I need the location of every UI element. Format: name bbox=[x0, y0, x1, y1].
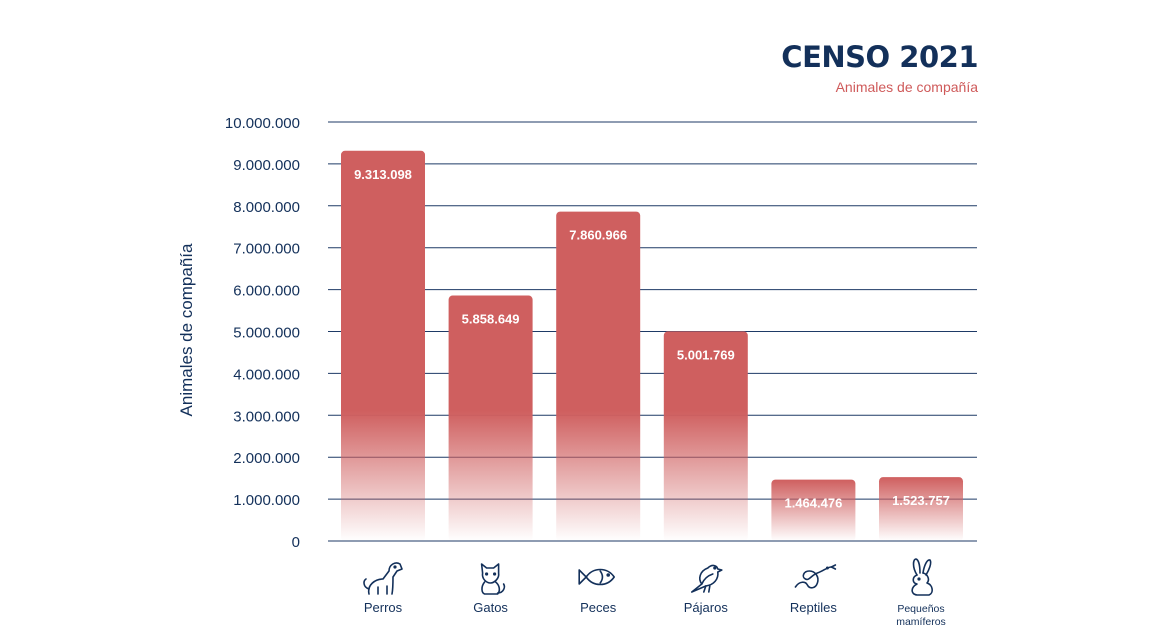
rabbit-icon bbox=[911, 558, 933, 596]
bar-value-label: 5.001.769 bbox=[677, 347, 735, 362]
bar-perros bbox=[341, 150, 425, 541]
bar-pájaros bbox=[663, 331, 748, 541]
x-category-label: Peces bbox=[580, 600, 617, 615]
cat-icon bbox=[480, 563, 506, 595]
chart-subtitle: Animales de compañía bbox=[835, 79, 978, 95]
x-category-label: Reptiles bbox=[790, 600, 837, 615]
y-tick-label: 0 bbox=[292, 534, 300, 551]
fish-icon bbox=[578, 568, 616, 586]
chart-title: CENSO 2021 bbox=[781, 40, 978, 74]
bird-icon bbox=[690, 564, 723, 593]
y-tick-label: 2.000.000 bbox=[233, 450, 300, 467]
bar-reptiles bbox=[771, 479, 856, 541]
x-category-label: Pequeños mamíferos bbox=[896, 603, 946, 628]
y-tick-label: 5.000.000 bbox=[233, 325, 300, 342]
bar-value-label: 9.313.098 bbox=[354, 167, 412, 182]
bar-value-label: 1.523.757 bbox=[892, 493, 950, 508]
y-tick-label: 1.000.000 bbox=[233, 492, 300, 509]
x-category-label: Pájaros bbox=[684, 600, 729, 615]
dog-icon bbox=[363, 562, 403, 595]
y-tick-label: 4.000.000 bbox=[233, 366, 300, 383]
y-tick-label: 6.000.000 bbox=[233, 283, 300, 300]
y-tick-label: 8.000.000 bbox=[233, 199, 300, 216]
bar-peces bbox=[556, 211, 641, 541]
x-category-label: Gatos bbox=[473, 600, 508, 615]
y-axis-label: Animales de compañía bbox=[177, 243, 196, 416]
bar-value-label: 1.464.476 bbox=[784, 496, 842, 511]
bar-value-label: 5.858.649 bbox=[462, 312, 520, 327]
bar-value-label: 7.860.966 bbox=[569, 228, 627, 243]
x-category-label: Perros bbox=[364, 600, 403, 615]
bar-pequeños-mamíferos bbox=[879, 477, 963, 541]
y-tick-label: 3.000.000 bbox=[233, 408, 300, 425]
bar-gatos bbox=[448, 295, 533, 541]
y-tick-label: 9.000.000 bbox=[233, 157, 300, 174]
y-tick-label: 10.000.000 bbox=[225, 115, 300, 132]
snake-icon bbox=[794, 564, 837, 589]
y-tick-label: 7.000.000 bbox=[233, 241, 300, 258]
